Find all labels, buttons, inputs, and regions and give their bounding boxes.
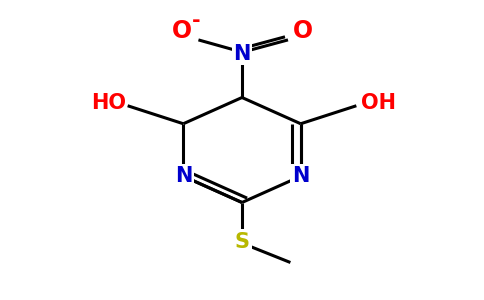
Text: O: O: [292, 20, 313, 44]
Text: -: -: [192, 11, 200, 31]
Text: O: O: [171, 20, 192, 44]
Text: N: N: [175, 166, 192, 186]
Text: S: S: [235, 232, 249, 251]
Text: N: N: [233, 44, 251, 64]
Text: HO: HO: [91, 93, 126, 113]
Text: OH: OH: [361, 93, 395, 113]
Text: N: N: [292, 166, 309, 186]
